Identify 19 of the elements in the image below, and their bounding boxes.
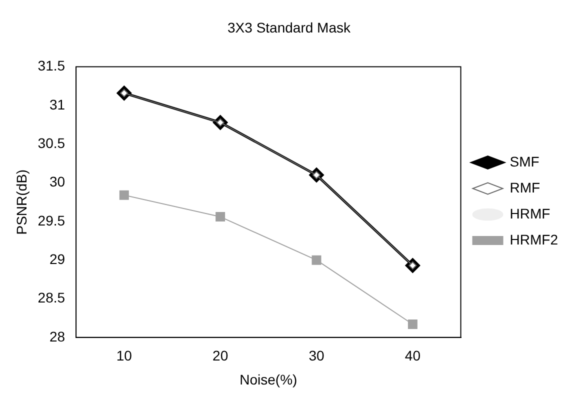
y-tick-label: 28 — [49, 328, 66, 344]
y-axis-title: PSNR(dB) — [13, 169, 30, 235]
x-tick-label: 20 — [212, 348, 228, 364]
legend-label: RMF — [510, 179, 540, 196]
legend-label: HRMF2 — [510, 231, 558, 248]
chart-title: 3X3 Standard Mask — [228, 19, 352, 36]
legend-label: HRMF — [510, 205, 550, 222]
x-tick-label: 30 — [308, 348, 324, 364]
y-tick-label: 31.5 — [38, 58, 66, 74]
x-tick-label: 40 — [404, 348, 421, 364]
y-tick-label: 28.5 — [38, 290, 66, 306]
y-tick-label: 29 — [49, 250, 66, 267]
x-tick-label: 10 — [116, 348, 132, 364]
y-tick-label: 30.5 — [38, 134, 66, 151]
y-tick-label: 31 — [49, 96, 66, 112]
y-tick-label: 29.5 — [38, 212, 66, 228]
y-tick-label: 30 — [49, 174, 66, 190]
legend-label: SMF — [510, 153, 540, 170]
x-axis-title: Noise(%) — [240, 371, 298, 388]
